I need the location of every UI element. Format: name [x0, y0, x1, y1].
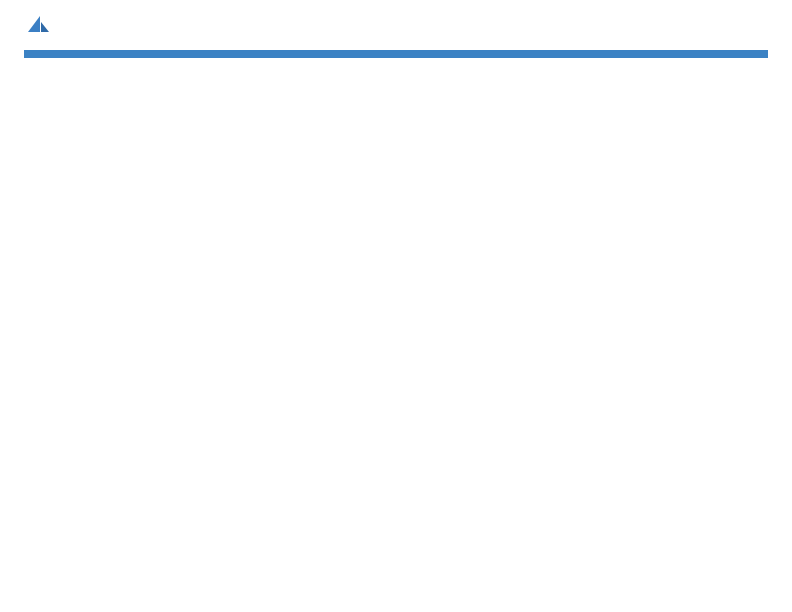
- weekday-header: [130, 50, 236, 58]
- weekday-header: [237, 50, 343, 58]
- calendar-table: [24, 50, 768, 58]
- weekday-header: [343, 50, 449, 58]
- weekday-header-row: [24, 50, 768, 58]
- weekday-header: [24, 50, 130, 58]
- weekday-header: [662, 50, 768, 58]
- weekday-header: [449, 50, 555, 58]
- weekday-header: [555, 50, 661, 58]
- logo: [24, 18, 32, 40]
- header: [24, 18, 768, 40]
- logo-sail-icon: [28, 14, 50, 39]
